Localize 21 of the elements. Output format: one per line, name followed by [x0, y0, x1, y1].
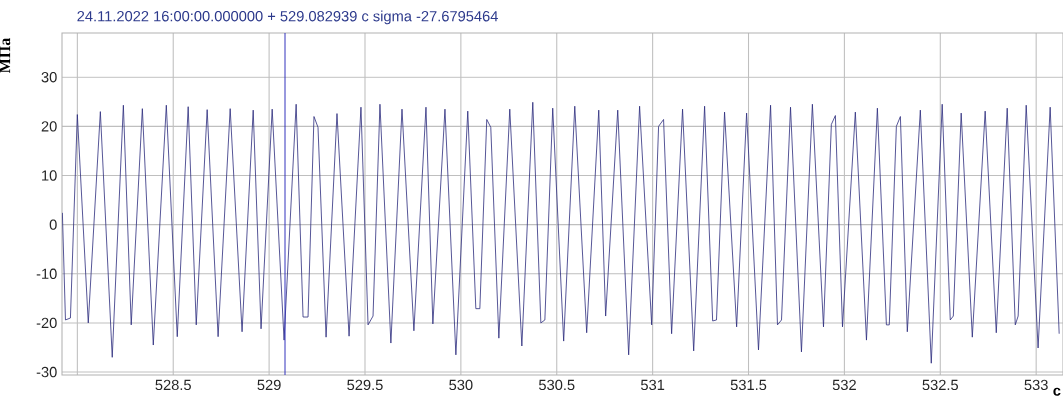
y-tick-label: 0 — [49, 219, 57, 230]
chart-title: 24.11.2022 16:00:00.000000 + 529.082939 c sigma -27.6795464 — [77, 10, 498, 25]
x-axis-title: с — [1053, 387, 1061, 396]
x-tick-label: 529.5 — [347, 379, 383, 391]
y-tick-label: -30 — [36, 366, 57, 378]
x-tick-label: 532.5 — [922, 379, 958, 391]
x-tick-label: 531.5 — [730, 379, 767, 391]
x-tick-label: 529 — [257, 379, 281, 391]
x-tick-label: 533 — [1024, 379, 1048, 391]
y-tick-label: 10 — [42, 170, 57, 181]
x-tick-label: 531 — [640, 379, 665, 391]
y-tick-label: -10 — [36, 268, 57, 279]
x-tick-label: 528.5 — [155, 379, 191, 391]
y-tick-label: 30 — [41, 72, 57, 83]
y-tick-label: -20 — [36, 317, 57, 329]
x-tick-label: 530 — [449, 379, 473, 391]
x-tick-label: 530.5 — [538, 379, 575, 391]
y-axis-title: МПа — [0, 37, 11, 73]
line-series — [62, 101, 1060, 364]
y-tick-label: 20 — [41, 121, 57, 132]
x-tick-label: 532 — [832, 379, 856, 391]
